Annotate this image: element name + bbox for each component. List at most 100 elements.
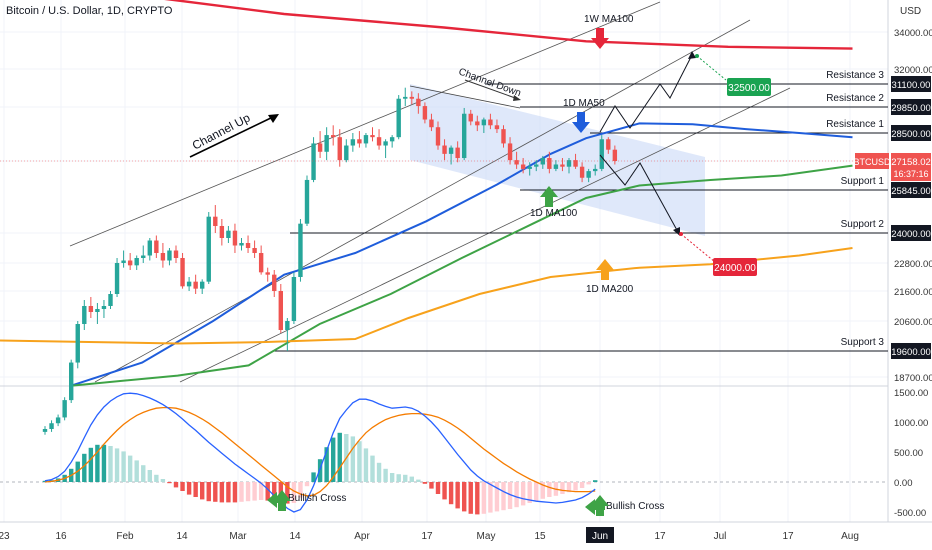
price-tick: 18700.00 bbox=[894, 373, 932, 384]
macd-histogram-bar bbox=[357, 441, 362, 482]
candle-body bbox=[193, 281, 198, 289]
macd-histogram-bar bbox=[304, 482, 310, 487]
candle-body bbox=[285, 321, 290, 330]
candle-body bbox=[101, 306, 107, 309]
macd-histogram-bar bbox=[88, 447, 94, 482]
macd-histogram-bar bbox=[593, 480, 598, 482]
projections: 32500.00 24000.00 bbox=[599, 51, 771, 276]
candle-body bbox=[206, 216, 211, 282]
candle-body bbox=[134, 258, 139, 266]
candle-body bbox=[435, 127, 441, 146]
macd-histogram-bar bbox=[213, 482, 218, 502]
macd-histogram-bar bbox=[514, 482, 519, 508]
channel-line bbox=[409, 85, 521, 109]
candle-body bbox=[475, 121, 480, 126]
target-tag bbox=[713, 258, 757, 276]
macd-histogram-bar bbox=[475, 482, 480, 515]
candle-body bbox=[154, 240, 159, 253]
macd-histogram-bar bbox=[383, 468, 388, 482]
time-label: 23 bbox=[0, 531, 10, 542]
macd-histogram-bar bbox=[154, 474, 159, 482]
candle-body bbox=[82, 306, 87, 324]
candle-body bbox=[357, 139, 362, 144]
arrowhead bbox=[268, 114, 279, 123]
horizontal-levels: Resistance 3 Resistance 2 Resistance 1 Supp… bbox=[272, 70, 888, 352]
time-label: 16 bbox=[55, 531, 67, 542]
candle-body bbox=[416, 98, 421, 107]
macd-histogram-bar bbox=[448, 482, 454, 505]
candle-body bbox=[121, 260, 126, 263]
macd-histogram-bar bbox=[579, 482, 585, 488]
ma-line-1d-ma100 bbox=[70, 164, 853, 387]
price-tick: 20600.00 bbox=[894, 317, 932, 328]
macd-tick: 1500.00 bbox=[894, 388, 928, 399]
macd-histogram-bar bbox=[507, 482, 513, 509]
candle-body bbox=[311, 143, 316, 180]
macd-tick: 1000.00 bbox=[894, 418, 928, 429]
candle-body bbox=[232, 230, 238, 246]
macd-histogram-bar bbox=[389, 473, 395, 482]
candle-body bbox=[160, 253, 166, 261]
macd-histogram-bar bbox=[291, 482, 297, 503]
level-name: Support 3 bbox=[841, 337, 885, 348]
time-label: 17 bbox=[421, 531, 433, 542]
macd-histogram-bar bbox=[363, 448, 369, 482]
candle-body bbox=[127, 260, 133, 266]
macd-histogram-bar bbox=[245, 482, 251, 502]
macd-tick: 0.00 bbox=[894, 478, 913, 489]
macd-histogram-bar bbox=[258, 482, 264, 500]
candle-body bbox=[350, 139, 356, 146]
candle-body bbox=[200, 281, 205, 289]
candle-body bbox=[409, 96, 414, 99]
macd-histogram-bar bbox=[265, 482, 270, 501]
candle-body bbox=[370, 135, 375, 138]
level-name: Resistance 3 bbox=[826, 70, 884, 81]
candle-body bbox=[213, 216, 218, 227]
candle-body bbox=[55, 417, 61, 424]
macd-histogram-bar bbox=[285, 482, 290, 504]
candle-body bbox=[272, 274, 277, 291]
arrowhead bbox=[673, 227, 680, 236]
channel-line bbox=[94, 19, 751, 383]
macd-histogram-bar bbox=[114, 448, 120, 482]
candle-body bbox=[383, 141, 388, 146]
candle-body bbox=[448, 147, 454, 154]
candle-body bbox=[442, 145, 447, 154]
price-level-tag bbox=[891, 343, 931, 359]
level-name: Resistance 1 bbox=[826, 119, 884, 130]
macd-histogram-bar bbox=[435, 482, 441, 494]
price-level-tag bbox=[891, 76, 931, 92]
macd-histogram-bar bbox=[416, 479, 421, 482]
chart-title: Bitcoin / U.S. Dollar, 1D, CRYPTO bbox=[6, 5, 173, 17]
macd-histogram-bar bbox=[219, 482, 225, 503]
macd-histogram-bar bbox=[488, 482, 493, 513]
candle-body bbox=[363, 135, 369, 144]
channel-line bbox=[69, 1, 661, 247]
candle-body bbox=[481, 119, 487, 126]
macd-histogram-bar bbox=[226, 482, 231, 503]
arrowhead bbox=[688, 51, 696, 59]
target-tag bbox=[727, 78, 771, 96]
candle-body bbox=[553, 164, 559, 169]
current-price-value: 27158.02 bbox=[891, 157, 931, 168]
macd-histogram-bar bbox=[252, 482, 257, 501]
level-name: Support 1 bbox=[841, 176, 885, 187]
bullish-projection bbox=[599, 54, 693, 133]
macd-histogram-bar bbox=[134, 460, 139, 482]
time-label: 15 bbox=[534, 531, 546, 542]
candles bbox=[42, 87, 618, 435]
arrow-1w-ma100 bbox=[591, 28, 609, 49]
time-label: Jul bbox=[714, 531, 727, 542]
macd-histogram-bar bbox=[376, 462, 382, 482]
macd-histogram-bar bbox=[331, 437, 336, 482]
macd-histogram-bar bbox=[298, 482, 303, 498]
macd-histogram-bar bbox=[547, 482, 552, 497]
candle-body bbox=[462, 113, 467, 159]
macd-histogram-bar bbox=[396, 474, 401, 482]
target-link-down bbox=[680, 233, 716, 263]
price-tick: 29850.00 bbox=[891, 103, 931, 114]
channel-up-arrow bbox=[189, 115, 276, 158]
macd-histogram-bar bbox=[95, 444, 100, 482]
candle-body bbox=[429, 119, 434, 128]
